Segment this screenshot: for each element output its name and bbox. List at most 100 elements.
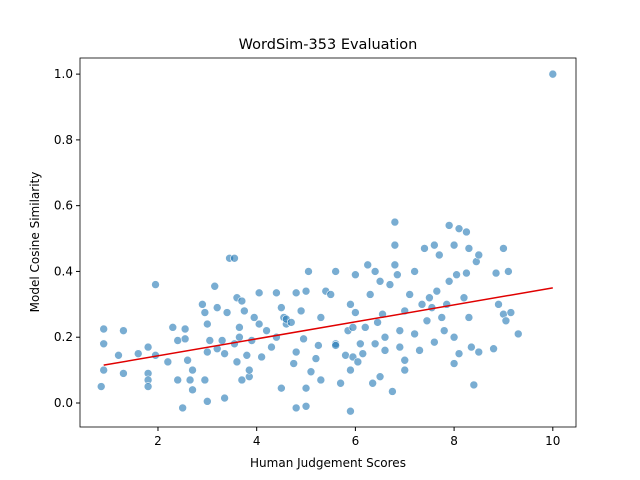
x-tick-label: 2 bbox=[154, 434, 162, 448]
data-point bbox=[331, 267, 340, 276]
data-point bbox=[151, 280, 160, 289]
y-tick-label: 0.0 bbox=[54, 396, 73, 410]
regression-line bbox=[103, 287, 553, 366]
data-point bbox=[183, 355, 192, 365]
y-tick-label: 0.4 bbox=[54, 264, 73, 278]
data-point bbox=[358, 349, 368, 358]
data-point bbox=[375, 277, 385, 286]
data-point bbox=[454, 224, 464, 233]
data-point bbox=[180, 324, 190, 334]
data-point bbox=[393, 270, 402, 280]
data-point bbox=[173, 336, 183, 345]
data-point bbox=[459, 293, 469, 303]
data-point bbox=[200, 308, 210, 317]
data-point bbox=[301, 383, 311, 393]
y-tick-label: 0.8 bbox=[54, 133, 73, 147]
data-point bbox=[474, 250, 484, 260]
data-point bbox=[212, 303, 222, 312]
data-point bbox=[430, 240, 439, 250]
data-point bbox=[363, 260, 373, 270]
data-point bbox=[434, 250, 444, 260]
data-point bbox=[163, 357, 173, 367]
data-point bbox=[301, 401, 311, 411]
data-point bbox=[348, 323, 358, 332]
data-point bbox=[452, 270, 461, 280]
data-point bbox=[326, 290, 336, 299]
data-point bbox=[353, 357, 363, 367]
data-point bbox=[254, 288, 264, 298]
data-point bbox=[400, 365, 410, 375]
data-point bbox=[133, 349, 143, 358]
data-point bbox=[232, 357, 242, 367]
data-point bbox=[390, 260, 400, 270]
data-point bbox=[277, 303, 286, 312]
data-point bbox=[173, 375, 183, 385]
data-point bbox=[217, 336, 227, 345]
data-point bbox=[513, 329, 523, 339]
data-point bbox=[405, 290, 414, 299]
data-point bbox=[314, 341, 323, 350]
data-point bbox=[499, 244, 508, 253]
data-point bbox=[205, 336, 215, 345]
data-point bbox=[244, 365, 254, 375]
data-point bbox=[464, 244, 474, 253]
data-point bbox=[316, 375, 326, 385]
data-point bbox=[494, 300, 503, 309]
data-point bbox=[410, 267, 419, 276]
data-point bbox=[296, 306, 306, 316]
data-point bbox=[301, 286, 311, 296]
data-point bbox=[200, 375, 210, 385]
data-point bbox=[506, 308, 516, 317]
data-point bbox=[114, 351, 123, 360]
x-tick-label: 4 bbox=[253, 434, 261, 448]
data-point bbox=[385, 280, 395, 289]
data-point bbox=[454, 349, 464, 358]
data-point bbox=[395, 326, 405, 335]
data-point bbox=[437, 313, 447, 322]
data-point bbox=[430, 337, 439, 347]
data-point bbox=[501, 316, 511, 326]
data-point bbox=[422, 316, 432, 326]
y-axis-label: Model Cosine Similarity bbox=[28, 172, 42, 313]
data-point bbox=[286, 318, 296, 327]
data-point bbox=[188, 365, 197, 375]
data-point bbox=[254, 319, 264, 329]
data-point bbox=[469, 380, 479, 390]
data-point bbox=[346, 406, 355, 416]
data-point bbox=[99, 324, 108, 334]
data-point bbox=[257, 352, 266, 362]
data-point bbox=[432, 286, 442, 296]
data-point bbox=[316, 313, 326, 322]
data-point bbox=[143, 342, 153, 352]
data-point bbox=[222, 308, 232, 317]
data-point bbox=[272, 288, 281, 298]
data-point bbox=[289, 359, 298, 368]
data-point bbox=[235, 323, 244, 332]
plot-frame bbox=[79, 57, 577, 428]
y-tick-label: 1.0 bbox=[54, 67, 73, 81]
data-point bbox=[237, 296, 247, 306]
x-tick-label: 6 bbox=[352, 434, 360, 448]
data-point bbox=[277, 383, 286, 393]
data-point bbox=[185, 375, 195, 385]
data-point bbox=[449, 332, 459, 342]
data-point bbox=[417, 300, 427, 309]
data-point bbox=[462, 268, 471, 278]
data-point bbox=[373, 318, 382, 327]
data-point bbox=[346, 300, 355, 309]
data-point bbox=[306, 367, 316, 377]
data-point bbox=[504, 267, 513, 276]
data-point bbox=[203, 319, 212, 329]
data-point bbox=[291, 288, 301, 298]
data-point bbox=[180, 334, 190, 344]
data-point bbox=[119, 326, 128, 335]
data-point bbox=[96, 382, 106, 391]
data-point bbox=[220, 349, 229, 358]
data-point bbox=[240, 306, 249, 316]
x-tick-label: 8 bbox=[450, 434, 458, 448]
data-point bbox=[203, 347, 212, 357]
data-point bbox=[390, 240, 400, 250]
data-point bbox=[99, 339, 108, 349]
data-point bbox=[119, 369, 128, 378]
